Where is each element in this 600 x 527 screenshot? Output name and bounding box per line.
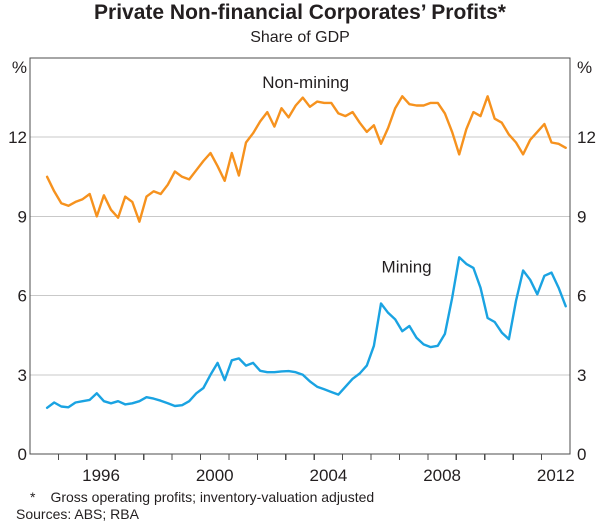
chart-subtitle: Share of GDP <box>250 29 350 46</box>
y-tick-label-left: 3 <box>18 366 27 385</box>
y-tick-label-right: 0 <box>577 445 586 464</box>
plot-frame <box>29 57 571 455</box>
series-label-mining: Mining <box>382 258 432 277</box>
footnote-text: Gross operating profits; inventory-valua… <box>50 489 375 505</box>
series-line-non-mining <box>45 95 567 223</box>
footnote-marker: * <box>30 489 36 505</box>
y-tick-label-right: 3 <box>577 366 586 385</box>
sources-note: Sources: ABS; RBA <box>16 506 139 522</box>
y-tick-label-left: 6 <box>18 287 27 306</box>
footnote: * Gross operating profits; inventory-valu… <box>30 489 374 505</box>
chart-title: Private Non-financial Corporates’ Profit… <box>94 1 506 24</box>
y-tick-label-left: 9 <box>18 207 27 226</box>
y-tick-label-left: 12 <box>8 128 27 147</box>
year-label: 2000 <box>196 466 234 485</box>
y-tick-label-right: 12 <box>577 128 596 147</box>
year-label: 2004 <box>310 466 348 485</box>
y-unit-label-left: % <box>12 58 27 77</box>
series-line-mining <box>45 256 567 409</box>
y-tick-label-right: 9 <box>577 207 586 226</box>
year-label: 2008 <box>423 466 461 485</box>
y-tick-label-right: 6 <box>577 287 586 306</box>
year-label: 1996 <box>82 466 120 485</box>
y-tick-label-left: 0 <box>18 445 27 464</box>
year-label: 2012 <box>537 466 575 485</box>
series-label-non-mining: Non-mining <box>262 73 349 92</box>
y-unit-label-right: % <box>577 58 592 77</box>
